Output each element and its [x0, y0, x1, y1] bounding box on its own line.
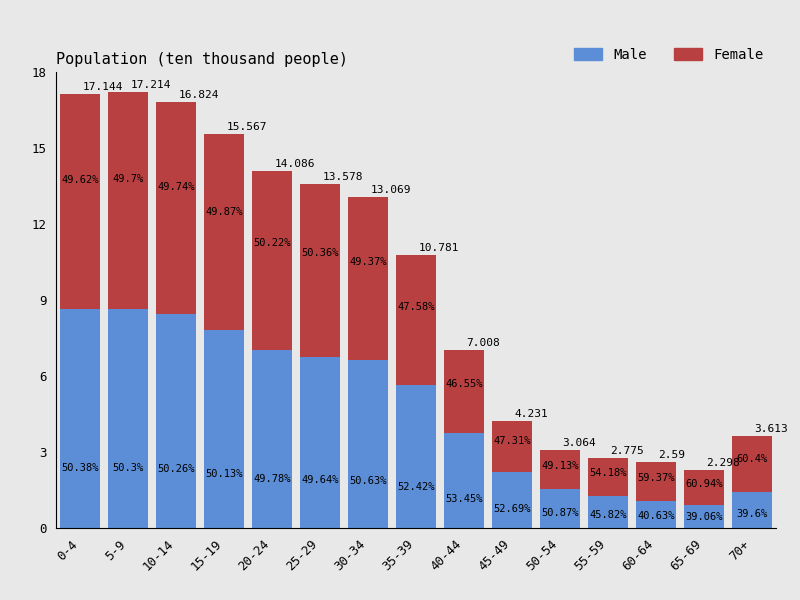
Text: 45.82%: 45.82% [590, 510, 626, 520]
Bar [155, 102, 196, 314]
Text: 50.22%: 50.22% [254, 238, 290, 248]
Bar [491, 421, 533, 472]
Text: 50.63%: 50.63% [350, 476, 386, 486]
Bar [491, 472, 533, 528]
Text: 17.214: 17.214 [130, 80, 171, 90]
Text: 2.59: 2.59 [658, 451, 686, 460]
Text: 49.64%: 49.64% [302, 475, 338, 485]
Bar [348, 361, 389, 528]
Bar [443, 433, 485, 528]
Text: 39.6%: 39.6% [736, 509, 768, 519]
Bar [252, 350, 293, 528]
Bar [59, 309, 101, 528]
Text: 15.567: 15.567 [226, 122, 267, 131]
Bar [539, 451, 580, 488]
Text: 50.26%: 50.26% [158, 464, 194, 475]
Text: 49.74%: 49.74% [158, 182, 194, 191]
Text: 60.4%: 60.4% [736, 454, 768, 464]
Bar [443, 350, 485, 433]
Text: 4.231: 4.231 [514, 409, 548, 419]
Bar [539, 488, 580, 528]
Text: 2.298: 2.298 [706, 458, 740, 468]
Text: 49.62%: 49.62% [62, 175, 98, 185]
Text: 47.31%: 47.31% [494, 436, 530, 446]
Text: 53.45%: 53.45% [446, 494, 482, 504]
Bar [683, 470, 724, 505]
Text: 3.613: 3.613 [754, 424, 788, 434]
Text: 50.38%: 50.38% [62, 463, 98, 473]
Bar [731, 492, 772, 528]
Text: 13.578: 13.578 [322, 172, 363, 182]
Text: 49.87%: 49.87% [206, 208, 242, 217]
Bar [300, 184, 341, 357]
Bar [107, 92, 148, 308]
Text: Population (ten thousand people): Population (ten thousand people) [56, 52, 348, 67]
Bar [155, 314, 196, 528]
Text: 7.008: 7.008 [466, 338, 500, 349]
Text: 54.18%: 54.18% [590, 468, 626, 478]
Text: 50.36%: 50.36% [302, 248, 338, 259]
Bar [204, 134, 245, 331]
Text: 46.55%: 46.55% [446, 379, 482, 389]
Text: 49.37%: 49.37% [350, 257, 386, 268]
Text: 13.069: 13.069 [370, 185, 411, 195]
Bar [204, 331, 245, 528]
Text: 2.775: 2.775 [610, 446, 644, 455]
Text: 60.94%: 60.94% [686, 479, 722, 489]
Text: 17.144: 17.144 [82, 82, 123, 92]
Bar [107, 308, 148, 528]
Legend: Male, Female: Male, Female [569, 43, 769, 68]
Text: 50.87%: 50.87% [542, 508, 578, 518]
Text: 16.824: 16.824 [178, 90, 219, 100]
Bar [396, 255, 437, 385]
Text: 50.13%: 50.13% [206, 469, 242, 479]
Bar [587, 496, 628, 528]
Bar [252, 171, 293, 350]
Text: 49.7%: 49.7% [112, 173, 144, 184]
Text: 10.781: 10.781 [418, 243, 459, 253]
Text: 39.06%: 39.06% [686, 512, 722, 523]
Text: 14.086: 14.086 [274, 159, 315, 169]
Text: 52.69%: 52.69% [494, 504, 530, 514]
Bar [348, 197, 389, 361]
Bar [59, 94, 101, 309]
Text: 52.42%: 52.42% [398, 482, 434, 492]
Bar [635, 463, 676, 502]
Text: 3.064: 3.064 [562, 439, 596, 448]
Text: 40.63%: 40.63% [638, 511, 674, 521]
Bar [300, 357, 341, 528]
Text: 59.37%: 59.37% [638, 473, 674, 483]
Bar [635, 502, 676, 528]
Bar [587, 458, 628, 496]
Bar [396, 385, 437, 528]
Bar [683, 505, 724, 528]
Text: 49.13%: 49.13% [542, 461, 578, 470]
Text: 50.3%: 50.3% [112, 463, 144, 473]
Text: 47.58%: 47.58% [398, 302, 434, 312]
Bar [731, 436, 772, 492]
Text: 49.78%: 49.78% [254, 473, 290, 484]
